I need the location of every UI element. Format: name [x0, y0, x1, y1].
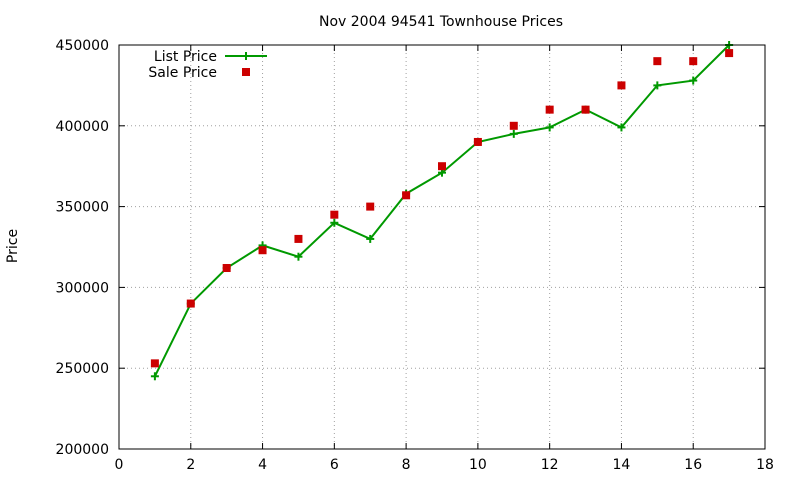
- legend-swatch-marker-list-price: [242, 52, 250, 60]
- grid-layer: [119, 45, 765, 449]
- sale-price-point: [150, 359, 159, 368]
- list-price-point: [653, 81, 662, 90]
- sale-price-point: [258, 246, 267, 255]
- sale-price-point: [366, 202, 375, 211]
- y-tick-label: 350000: [56, 200, 109, 216]
- chart-title: Nov 2004 94541 Townhouse Prices: [319, 14, 563, 30]
- y-tick-label: 400000: [56, 119, 109, 135]
- list-price-point: [617, 123, 626, 132]
- list-price-point: [509, 129, 518, 138]
- sale-price-point: [689, 57, 698, 66]
- y-axis-label: Price: [5, 229, 21, 263]
- list-price-point: [689, 76, 698, 85]
- x-tick-label: 0: [115, 457, 124, 473]
- list-price-point: [150, 372, 159, 381]
- x-tick-label: 18: [756, 457, 774, 473]
- x-tick-label: 8: [402, 457, 411, 473]
- sale-price-point: [545, 105, 554, 114]
- sale-price-point: [725, 49, 734, 58]
- list-price-point: [330, 218, 339, 227]
- x-tick-label: 2: [186, 457, 195, 473]
- y-tick-label: 450000: [56, 38, 109, 54]
- legend-swatch-marker-sale-price: [242, 68, 250, 76]
- list-price-point: [545, 123, 554, 132]
- sale-price-point: [186, 299, 195, 308]
- sale-price-point: [509, 121, 518, 130]
- sale-price-point: [438, 162, 446, 171]
- y-tick-label: 300000: [56, 280, 109, 296]
- sale-price-point: [222, 264, 231, 273]
- x-tick-label: 12: [541, 457, 559, 473]
- x-tick-label: 6: [330, 457, 339, 473]
- sale-price-point: [330, 210, 339, 219]
- plot-frame: [118, 44, 766, 450]
- y-tick-label: 200000: [56, 442, 109, 458]
- list-price-point: [294, 252, 303, 261]
- sale-price-point: [294, 234, 303, 243]
- x-tick-label: 4: [258, 457, 267, 473]
- sale-price-point: [473, 137, 482, 146]
- tick-layer: 0 2 4 6 8 10 12 14 16 18 200000 250000 300000 350000 4…: [56, 38, 774, 473]
- x-tick-label: 10: [469, 457, 487, 473]
- sale-price-point: [402, 191, 411, 200]
- sale-price-point: [581, 105, 590, 114]
- list-price-point: [366, 234, 375, 243]
- list-price-line: [154, 44, 730, 377]
- x-tick-label: 14: [613, 457, 631, 473]
- legend-label-sale-price: Sale Price: [148, 65, 217, 81]
- data-layer: [150, 41, 734, 381]
- x-tick-label: 16: [684, 457, 702, 473]
- legend-label-list-price: List Price: [154, 49, 217, 65]
- sale-price-point: [617, 81, 626, 90]
- sale-price-point: [653, 57, 662, 66]
- y-tick-label: 250000: [56, 361, 109, 377]
